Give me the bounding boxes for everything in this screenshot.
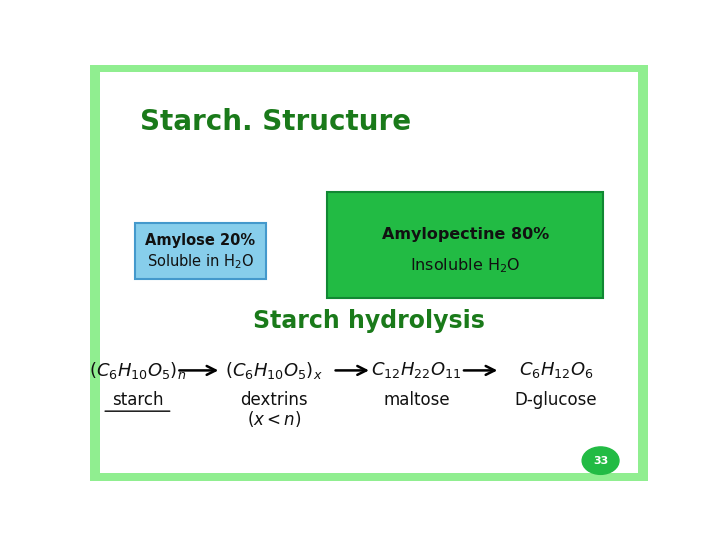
Text: Starch. Structure: Starch. Structure <box>140 109 411 137</box>
Text: $(C_6H_{10}O_5)_x$: $(C_6H_{10}O_5)_x$ <box>225 360 323 381</box>
Text: Soluble in H$_2$O: Soluble in H$_2$O <box>146 253 254 272</box>
Text: Starch hydrolysis: Starch hydrolysis <box>253 308 485 333</box>
Text: starch: starch <box>112 390 163 409</box>
Text: $C_6H_{12}O_6$: $C_6H_{12}O_6$ <box>518 360 593 380</box>
Text: D-glucose: D-glucose <box>515 390 598 409</box>
Text: Insoluble H$_2$O: Insoluble H$_2$O <box>410 256 521 275</box>
Text: maltose: maltose <box>383 390 450 409</box>
Text: Amylose 20%: Amylose 20% <box>145 233 256 248</box>
Bar <box>90 65 100 481</box>
Text: dextrins: dextrins <box>240 390 308 409</box>
Text: $(C_6H_{10}O_5)_n$: $(C_6H_{10}O_5)_n$ <box>89 360 186 381</box>
Bar <box>638 65 648 481</box>
Text: Amylopectine 80%: Amylopectine 80% <box>382 227 549 241</box>
Text: 33: 33 <box>593 456 608 465</box>
FancyBboxPatch shape <box>135 223 266 279</box>
Text: $(x < n)$: $(x < n)$ <box>247 409 301 429</box>
Text: $C_{12}H_{22}O_{11}$: $C_{12}H_{22}O_{11}$ <box>372 360 462 380</box>
Bar <box>90 65 648 72</box>
FancyBboxPatch shape <box>327 192 603 298</box>
Circle shape <box>582 447 619 474</box>
Bar <box>90 473 648 481</box>
